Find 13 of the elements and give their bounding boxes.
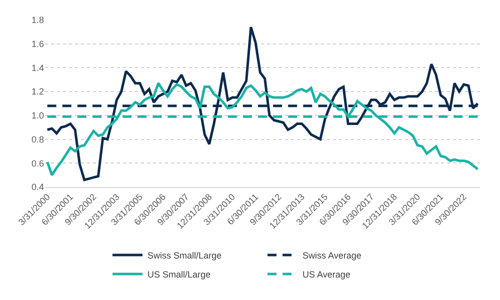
y-tick-label: 0.8 bbox=[31, 134, 44, 144]
y-tick-label: 0.6 bbox=[31, 158, 44, 168]
y-tick-label: 1.8 bbox=[31, 15, 44, 26]
y-tick-label: 0.4 bbox=[31, 182, 44, 192]
legend-label: Swiss Average bbox=[302, 250, 362, 260]
legend-label: US Average bbox=[302, 269, 350, 280]
y-tick-label: 1.6 bbox=[31, 39, 44, 50]
legend-label: US Small/Large bbox=[148, 269, 211, 280]
y-tick-label: 1.0 bbox=[31, 110, 44, 121]
legend-label: Swiss Small/Large bbox=[148, 250, 222, 260]
y-tick-label: 1.4 bbox=[31, 62, 44, 73]
y-tick-label: 1.2 bbox=[31, 86, 44, 97]
line-series bbox=[46, 82, 479, 176]
